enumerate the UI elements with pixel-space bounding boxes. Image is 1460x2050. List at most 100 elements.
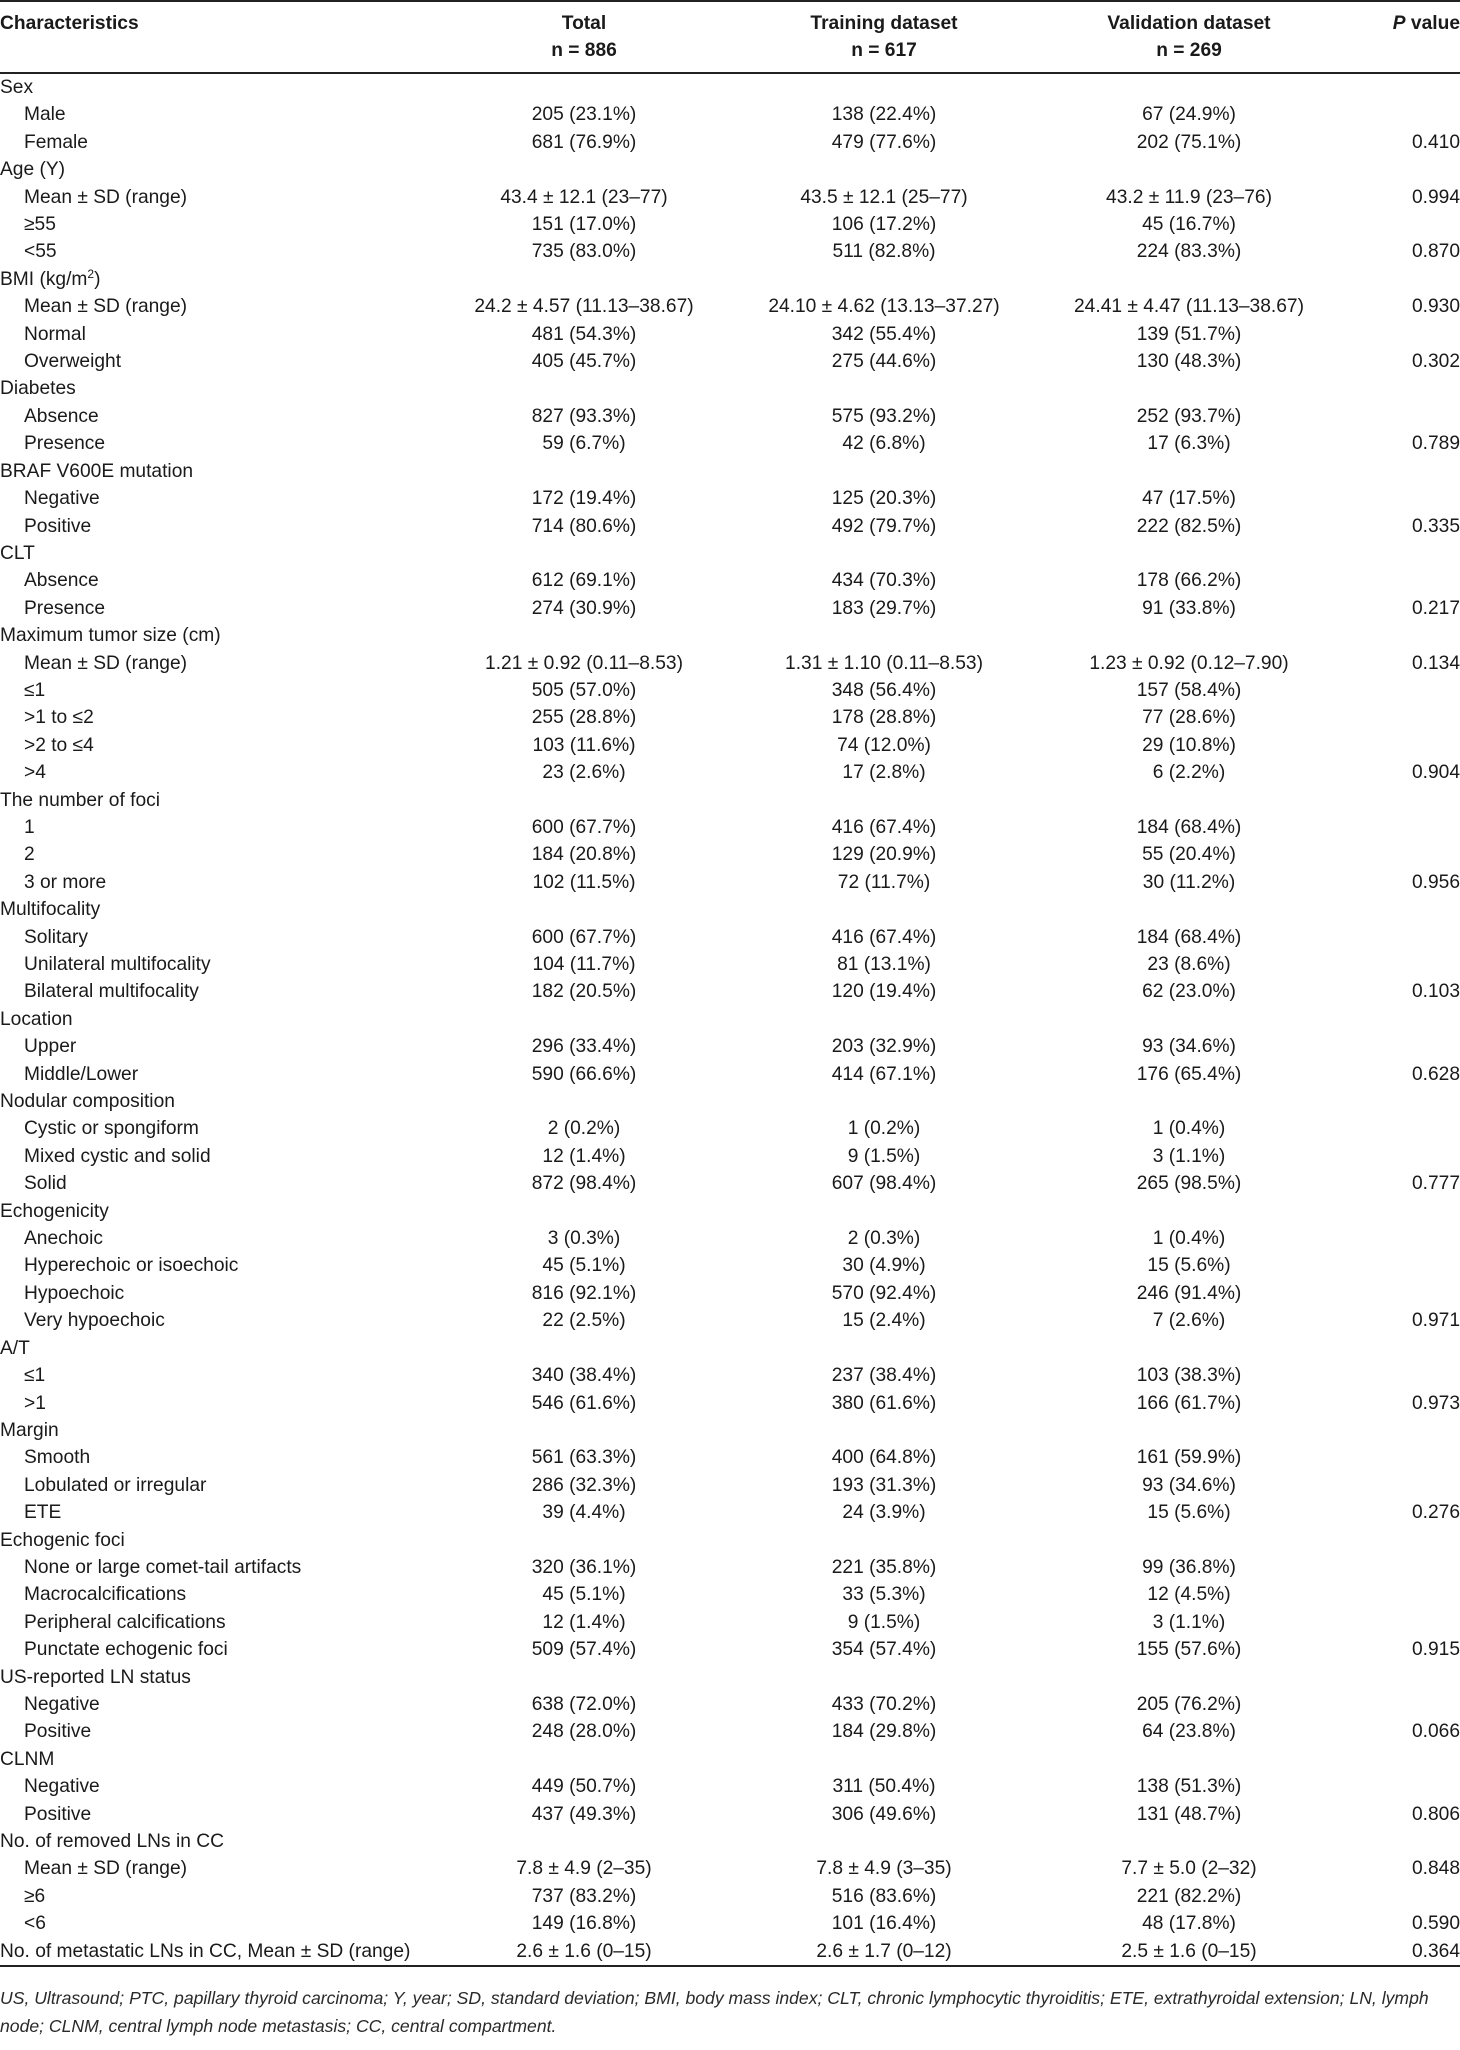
cell-training: 1 (0.2%) <box>847 1118 921 1140</box>
cell-training: 1.31 ± 1.10 (0.11–8.53) <box>785 652 983 674</box>
row-label: Mean ± SD (range) <box>24 296 188 318</box>
cell-training: 414 (67.1%) <box>831 1063 937 1085</box>
cell-validation: 47 (17.5%) <box>1142 488 1236 510</box>
table-row: ≥55 151 (17.0%) 106 (17.2%) 45 (16.7%) <box>0 211 1460 238</box>
cell-validation: 24.41 ± 4.47 (11.13–38.67) <box>1074 296 1304 318</box>
cell-total <box>434 375 734 402</box>
row-label: BMI (kg/m2) <box>0 266 101 290</box>
cell-p-value: 0.590 <box>1411 1913 1460 1935</box>
row-label: Sex <box>0 77 34 98</box>
cell-validation <box>1034 540 1344 567</box>
cell-total <box>434 1335 734 1362</box>
cell-total: 3 (0.3%) <box>547 1228 621 1250</box>
cell-p-value <box>1344 1198 1460 1225</box>
cell-training <box>734 896 1034 923</box>
row-label: Nodular composition <box>0 1091 175 1113</box>
row-label: Upper <box>24 1036 77 1058</box>
cell-training: 342 (55.4%) <box>831 323 937 345</box>
cell-p-value: 0.915 <box>1411 1639 1460 1661</box>
cell-total: 274 (30.9%) <box>531 597 637 619</box>
cell-training: 2 (0.3%) <box>847 1228 921 1250</box>
cell-training: 129 (20.9%) <box>831 844 937 866</box>
cell-total <box>434 622 734 649</box>
cell-training: 17 (2.8%) <box>842 762 926 784</box>
cell-total: 449 (50.7%) <box>531 1776 637 1798</box>
cell-training: 125 (20.3%) <box>831 488 937 510</box>
row-label: 2 <box>24 844 35 866</box>
cell-p-value: 0.276 <box>1411 1502 1460 1524</box>
row-label: Maximum tumor size (cm) <box>0 625 221 647</box>
cell-p-value <box>1344 1773 1460 1800</box>
cell-p-value: 0.777 <box>1411 1173 1460 1195</box>
cell-p-value <box>1344 73 1460 101</box>
cell-validation: 6 (2.2%) <box>1152 762 1226 784</box>
row-label: CLT <box>0 542 35 564</box>
cell-training: 15 (2.4%) <box>842 1310 926 1332</box>
table-row: Overweight 405 (45.7%) 275 (44.6%) 130 (48.… <box>0 348 1460 375</box>
table-row: Age (Y) <box>0 156 1460 183</box>
cell-total <box>434 1006 734 1033</box>
cell-p-value <box>1344 321 1460 348</box>
cell-p-value <box>1344 622 1460 649</box>
cell-total: 340 (38.4%) <box>531 1365 637 1387</box>
table-row: Anechoic 3 (0.3%) 2 (0.3%) 1 (0.4%) <box>0 1225 1460 1252</box>
cell-validation <box>1034 1335 1344 1362</box>
cell-validation: 130 (48.3%) <box>1136 351 1242 373</box>
cell-training <box>734 1664 1034 1691</box>
cell-training: 433 (70.2%) <box>831 1693 937 1715</box>
row-label: ≤1 <box>24 1365 46 1387</box>
cell-training <box>734 622 1034 649</box>
cell-training <box>734 540 1034 567</box>
table-footnote: US, Ultrasound; PTC, papillary thyroid c… <box>0 1988 1429 2036</box>
cell-p-value <box>1344 787 1460 814</box>
cell-validation <box>1034 1527 1344 1554</box>
table-row: >1 to ≤2 255 (28.8%) 178 (28.8%) 77 (28.6%) <box>0 704 1460 731</box>
cell-validation: 12 (4.5%) <box>1147 1584 1231 1606</box>
row-label: Solitary <box>24 926 88 948</box>
cell-p-value: 0.904 <box>1411 762 1460 784</box>
cell-validation: 157 (58.4%) <box>1136 679 1242 701</box>
row-label: >4 <box>24 762 46 784</box>
table-row: Echogenicity <box>0 1198 1460 1225</box>
cell-training: 43.5 ± 12.1 (25–77) <box>800 186 968 208</box>
cell-p-value: 0.994 <box>1411 186 1460 208</box>
row-label: BRAF V600E mutation <box>0 460 194 482</box>
cell-total: 2.6 ± 1.6 (0–15) <box>516 1940 652 1962</box>
cell-total: 103 (11.6%) <box>532 734 636 756</box>
row-label: ETE <box>24 1502 62 1524</box>
table-row: Solitary 600 (67.7%) 416 (67.4%) 184 (68.4%… <box>0 924 1460 951</box>
row-label: Very hypoechoic <box>24 1310 165 1332</box>
table-row: Punctate echogenic foci 509 (57.4%) 354 (5… <box>0 1636 1460 1663</box>
cell-validation: 265 (98.5%) <box>1136 1173 1242 1195</box>
cell-training: 184 (29.8%) <box>831 1721 937 1743</box>
cell-validation <box>1034 73 1344 101</box>
cell-training <box>734 1335 1034 1362</box>
cell-validation: 62 (23.0%) <box>1142 981 1236 1003</box>
cell-training: 106 (17.2%) <box>831 214 937 236</box>
cell-p-value <box>1344 1006 1460 1033</box>
cell-validation: 1 (0.4%) <box>1152 1118 1226 1140</box>
cell-training <box>734 1746 1034 1773</box>
table-row: Smooth 561 (63.3%) 400 (64.8%) 161 (59.9%) <box>0 1444 1460 1471</box>
cell-p-value <box>1344 1527 1460 1554</box>
row-label: Location <box>0 1008 73 1030</box>
table-row: Positive 437 (49.3%) 306 (49.6%) 131 (48.7%… <box>0 1801 1460 1828</box>
cell-validation <box>1034 266 1344 293</box>
cell-p-value: 0.806 <box>1411 1803 1460 1825</box>
cell-p-value <box>1344 540 1460 567</box>
row-label: The number of foci <box>0 789 160 811</box>
cell-validation: 17 (6.3%) <box>1147 433 1231 455</box>
row-label: ≥55 <box>24 214 56 236</box>
cell-validation: 246 (91.4%) <box>1136 1282 1242 1304</box>
row-label: US-reported LN status <box>0 1666 191 1688</box>
cell-p-value <box>1344 814 1460 841</box>
cell-p-value <box>1344 485 1460 512</box>
cell-total <box>434 156 734 183</box>
table-row: Mean ± SD (range) 7.8 ± 4.9 (2–35) 7.8 ± 4… <box>0 1855 1460 1882</box>
cell-total <box>434 1527 734 1554</box>
cell-validation <box>1034 1746 1344 1773</box>
table-row: 2 184 (20.8%) 129 (20.9%) 55 (20.4%) <box>0 841 1460 868</box>
cell-total: 255 (28.8%) <box>531 707 637 729</box>
row-label: Middle/Lower <box>24 1063 139 1085</box>
table-row: Female 681 (76.9%) 479 (77.6%) 202 (75.1%) 0… <box>0 129 1460 156</box>
